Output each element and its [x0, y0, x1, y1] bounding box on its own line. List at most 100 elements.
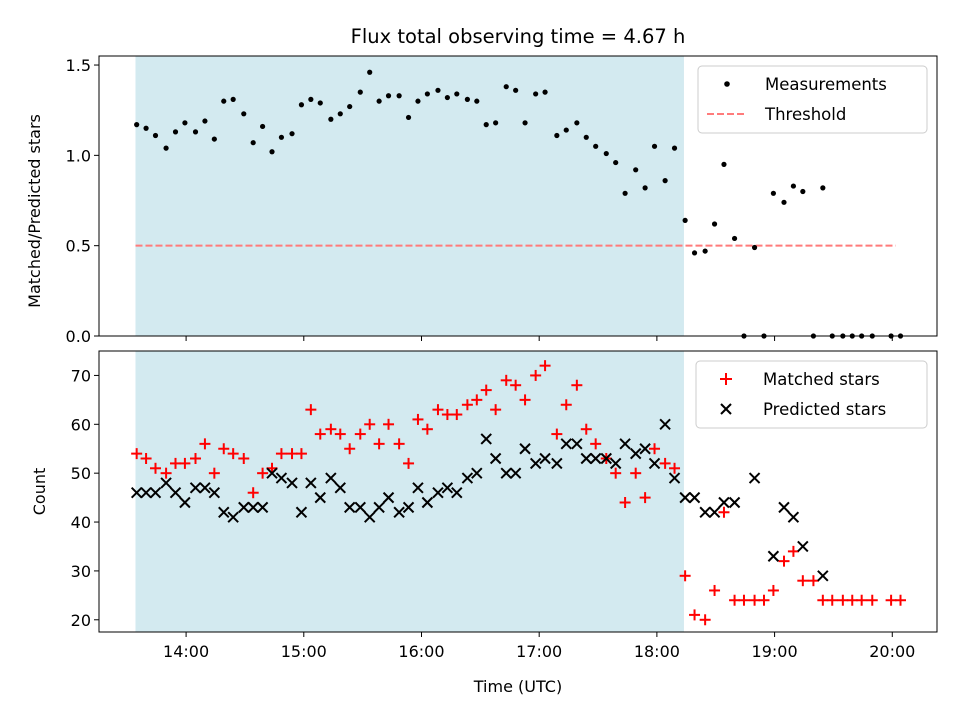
- matched-stars-point: [807, 575, 819, 587]
- predicted-stars-point: [208, 487, 221, 499]
- measurement-point: [241, 111, 247, 117]
- measurement-point: [454, 91, 460, 97]
- matched-stars-point: [856, 594, 868, 606]
- measurement-point: [574, 120, 580, 126]
- matched-stars-point: [247, 487, 259, 499]
- y-tick-label: 50: [71, 464, 91, 483]
- predicted-stars-point: [421, 496, 434, 509]
- matched-stars-point: [325, 423, 337, 435]
- measurement-point: [770, 190, 777, 196]
- measurement-point: [464, 96, 470, 102]
- matched-stars-point: [471, 394, 483, 406]
- predicted-stars-point: [609, 457, 622, 470]
- matched-stars-point: [846, 594, 858, 606]
- predicted-stars-point: [149, 487, 162, 499]
- predicted-stars-point: [373, 501, 385, 514]
- matched-stars-point: [738, 594, 750, 606]
- predicted-stars-point: [619, 438, 631, 450]
- measurement-point: [298, 102, 305, 108]
- matched-stars-point: [729, 594, 741, 606]
- measurement-point: [415, 98, 421, 104]
- measurement-point: [337, 111, 343, 117]
- predicted-stars-point: [393, 506, 405, 518]
- matched-stars-point: [866, 594, 878, 606]
- matched-stars-point: [441, 409, 453, 421]
- measurement-point: [347, 103, 353, 110]
- matched-stars-point: [451, 409, 463, 421]
- predicted-stars-point: [539, 452, 551, 465]
- measurement-point: [503, 84, 509, 90]
- y-tick-label: 30: [71, 562, 91, 581]
- matched-stars-point: [718, 506, 730, 518]
- predicted-stars-point: [218, 506, 230, 518]
- x-tick-label: 14:00: [163, 642, 209, 661]
- predicted-stars-point: [441, 482, 454, 494]
- measurement-point: [444, 94, 450, 101]
- predicted-stars-point: [140, 487, 152, 499]
- predicted-stars-point: [334, 482, 346, 494]
- measurement-point: [542, 89, 548, 95]
- measurement-point: [435, 87, 441, 93]
- matched-stars-point: [208, 467, 220, 479]
- predicted-stars-point: [778, 501, 790, 514]
- matched-stars-point: [580, 423, 592, 435]
- predicted-stars-point: [227, 511, 239, 523]
- matched-stars-point: [590, 438, 602, 450]
- legend-predicted-label: Predicted stars: [763, 400, 886, 419]
- legend-measurements-marker: [724, 81, 730, 87]
- measurement-point: [163, 145, 169, 151]
- matched-stars-point: [238, 453, 250, 465]
- measurement-point: [328, 116, 334, 122]
- matched-stars-point: [421, 423, 433, 435]
- matched-stars-point: [403, 457, 415, 469]
- measurement-point: [396, 93, 402, 99]
- measurement-point: [483, 122, 489, 128]
- matched-stars-point: [170, 457, 182, 469]
- measurement-point: [751, 244, 758, 251]
- measurement-point: [593, 143, 599, 149]
- predicted-stars-point: [699, 506, 711, 518]
- matched-stars-point: [305, 404, 317, 416]
- matched-stars-point: [275, 448, 287, 460]
- measurement-point: [493, 120, 499, 126]
- measurement-point: [642, 185, 648, 191]
- observing-window-shade: [135, 56, 684, 336]
- predicted-stars-point: [529, 457, 542, 470]
- legend-measurements-label: Measurements: [765, 75, 887, 94]
- matched-stars-point: [140, 453, 152, 465]
- y-tick-label: 60: [71, 415, 91, 434]
- matched-stars-point: [344, 443, 356, 455]
- matched-stars-point: [149, 462, 161, 474]
- predicted-stars-point: [354, 501, 366, 514]
- predicted-stars-point: [199, 482, 211, 494]
- measurement-point: [474, 98, 480, 104]
- measurement-point: [711, 221, 718, 227]
- ratio-panel-frame: [98, 55, 938, 337]
- legend-threshold-label: Threshold: [764, 105, 846, 124]
- predicted-stars-point: [748, 472, 761, 484]
- predicted-stars-point: [629, 447, 642, 460]
- matched-stars-point: [689, 609, 701, 621]
- measurement-point: [790, 183, 797, 189]
- matched-stars-point: [639, 492, 651, 504]
- matched-stars-point: [767, 584, 779, 596]
- matched-stars-point: [539, 360, 551, 372]
- measurement-point: [308, 96, 314, 102]
- x-tick-label: 19:00: [752, 642, 798, 661]
- observing-window-shade: [135, 351, 684, 632]
- matched-stars-point: [895, 594, 907, 606]
- ratio-legend: Measurements Threshold: [697, 65, 928, 134]
- y-tick-label: 70: [71, 366, 91, 385]
- chart-title: Flux total observing time = 4.67 h: [351, 25, 686, 48]
- measurement-point: [259, 123, 266, 130]
- legend-predicted-marker: [720, 403, 732, 415]
- measurement-point: [800, 188, 806, 195]
- matched-stars-point: [530, 369, 542, 381]
- predicted-stars-point: [480, 433, 492, 445]
- count-panel-frame: [98, 350, 938, 633]
- predicted-stars-point: [489, 452, 502, 465]
- predicted-stars-point: [363, 511, 376, 523]
- predicted-stars-point: [728, 496, 741, 509]
- predicted-stars-point: [589, 452, 602, 465]
